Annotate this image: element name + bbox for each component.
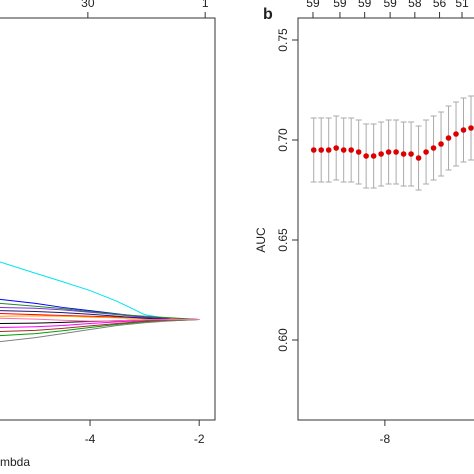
point [318, 147, 325, 153]
point [325, 147, 332, 153]
point [423, 149, 429, 155]
point [333, 145, 339, 151]
x-tick-label: -8 [380, 432, 391, 446]
point [370, 153, 377, 159]
coefficient-path [0, 319, 200, 343]
top-tick-label: 59 [358, 0, 372, 10]
top-tick-label: 30 [81, 0, 95, 10]
point [393, 149, 399, 155]
y-tick-label: 0.65 [276, 228, 290, 252]
coefficient-path [0, 317, 200, 322]
point [378, 151, 384, 157]
y-tick-label: 0.60 [276, 328, 290, 352]
x-tick-label: -4 [85, 432, 96, 446]
point [400, 151, 407, 157]
point [340, 147, 347, 153]
point [348, 147, 354, 153]
point [355, 149, 362, 155]
point [363, 153, 369, 159]
coefficient-path [0, 319, 200, 337]
top-tick-label: 1 [202, 0, 209, 10]
plot-frame [297, 17, 474, 421]
point [415, 155, 422, 161]
point [408, 151, 414, 157]
y-tick-label: 0.70 [276, 128, 290, 152]
y-axis-label: AUC [254, 227, 268, 253]
top-tick-label: 56 [433, 0, 447, 10]
x-axis-label: mbda [0, 455, 30, 469]
point [453, 131, 459, 137]
top-tick-label: 51 [455, 0, 469, 10]
point [445, 135, 452, 141]
top-tick-label: 58 [408, 0, 422, 10]
x-tick-label: -2 [194, 432, 205, 446]
point [385, 149, 392, 155]
point [430, 145, 437, 151]
coefficient-path [0, 302, 200, 320]
point [468, 125, 474, 131]
point [310, 147, 317, 153]
top-tick-label: 59 [306, 0, 320, 10]
top-tick-label: 59 [333, 0, 347, 10]
panel-label: b [263, 6, 273, 23]
y-tick-label: 0.75 [276, 28, 290, 52]
top-tick-label: 59 [383, 0, 397, 10]
point [460, 127, 467, 133]
plot-frame [0, 17, 216, 421]
coefficient-path [0, 319, 200, 333]
point [438, 141, 444, 147]
